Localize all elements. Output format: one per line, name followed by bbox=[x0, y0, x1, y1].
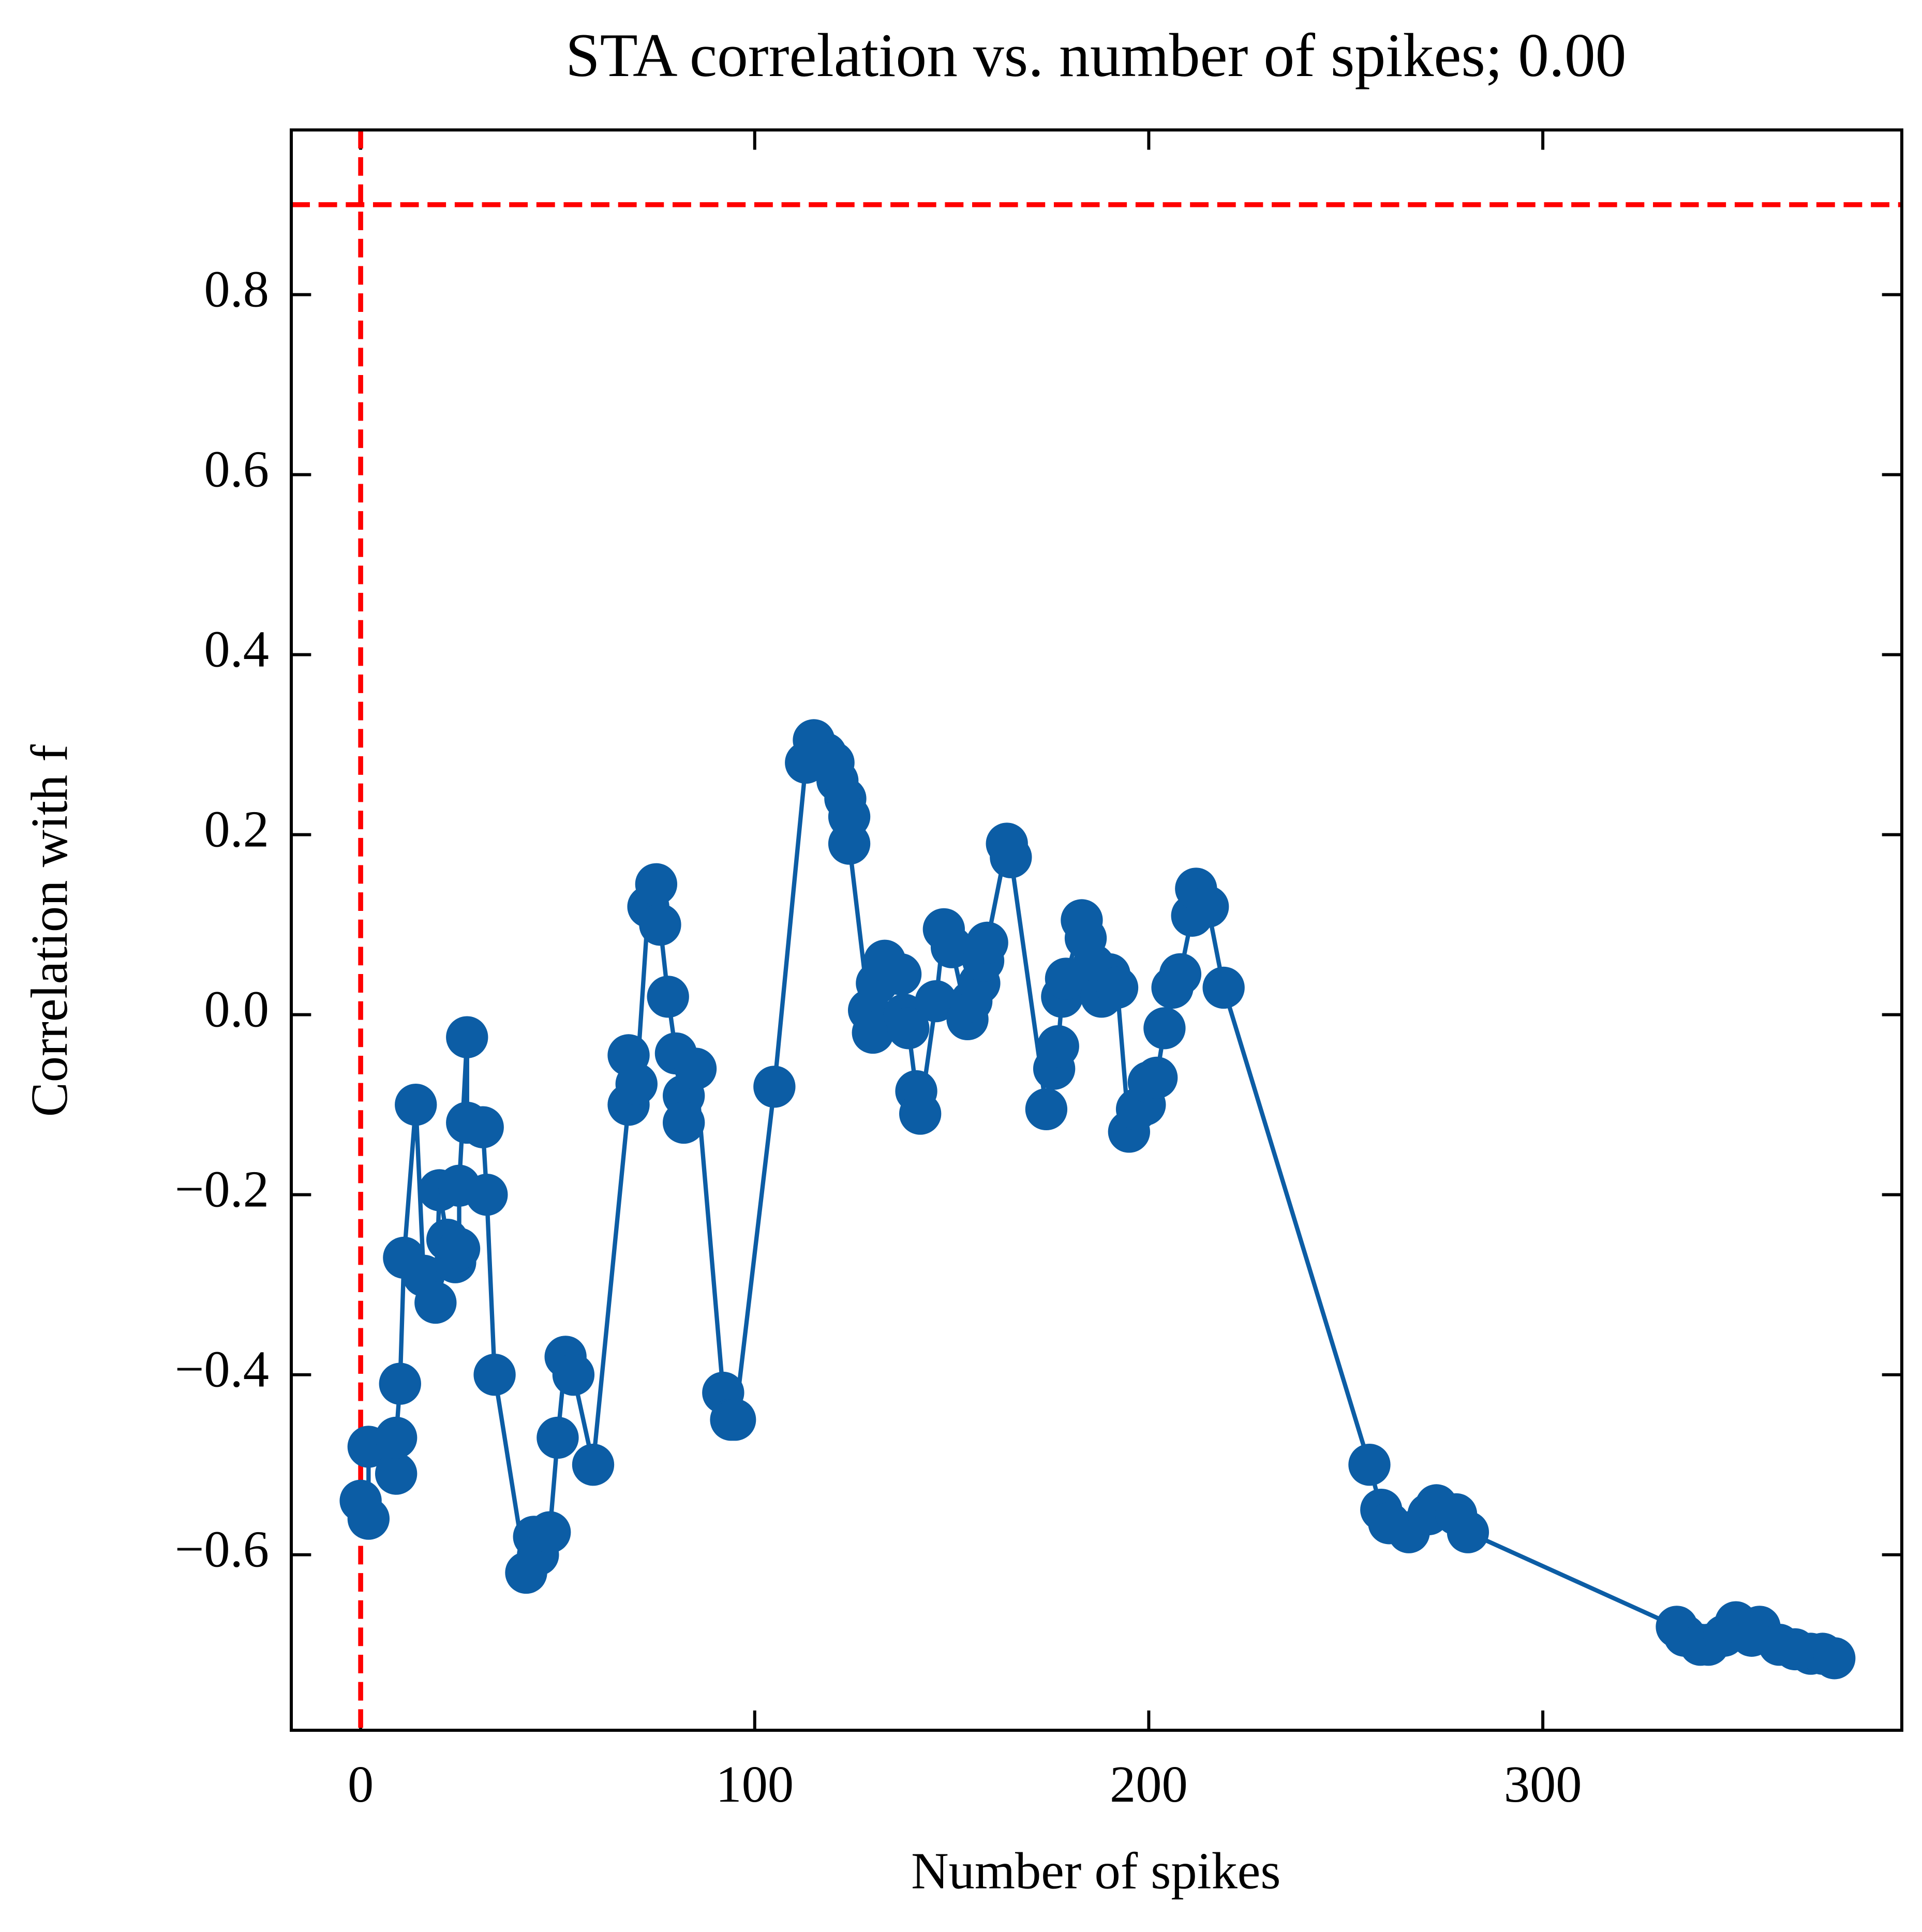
data-point bbox=[1025, 1088, 1068, 1131]
data-point bbox=[379, 1362, 421, 1405]
data-point bbox=[347, 1497, 390, 1540]
data-point bbox=[537, 1416, 579, 1459]
data-point bbox=[647, 976, 689, 1018]
y-tick-label: −0.2 bbox=[175, 1160, 269, 1218]
y-tick-label: 0.4 bbox=[204, 620, 269, 678]
data-point bbox=[438, 1227, 481, 1270]
data-point bbox=[375, 1452, 418, 1495]
data-point bbox=[662, 1101, 705, 1144]
data-point bbox=[930, 926, 973, 968]
data-point bbox=[714, 1399, 756, 1441]
data-point bbox=[966, 921, 1008, 964]
x-tick-label: 0 bbox=[348, 1755, 374, 1813]
data-line bbox=[359, 736, 1836, 1660]
y-tick-label: −0.4 bbox=[175, 1340, 269, 1398]
data-point bbox=[1186, 886, 1229, 928]
data-point bbox=[887, 1007, 930, 1050]
x-axis-label: Number of spikes bbox=[911, 1841, 1280, 1899]
y-tick-label: −0.6 bbox=[175, 1520, 269, 1578]
y-tick-label: 0.8 bbox=[204, 260, 269, 318]
data-point bbox=[1447, 1511, 1489, 1553]
y-tick-label: 0.6 bbox=[204, 440, 269, 498]
data-point bbox=[1096, 966, 1139, 1009]
data-point bbox=[414, 1281, 457, 1324]
data-point bbox=[466, 1174, 508, 1216]
chart-title: STA correlation vs. number of spikes; 0.… bbox=[565, 21, 1626, 89]
data-point bbox=[990, 836, 1032, 878]
data-point bbox=[1159, 953, 1202, 996]
data-point bbox=[1202, 966, 1245, 1009]
data-point bbox=[395, 1084, 437, 1126]
data-point bbox=[639, 903, 681, 946]
x-tick-label: 300 bbox=[1504, 1755, 1582, 1813]
data-point bbox=[375, 1416, 418, 1459]
data-point bbox=[674, 1047, 717, 1090]
data-point bbox=[879, 953, 922, 996]
y-tick-label: 0.2 bbox=[204, 800, 269, 858]
x-tick-label: 200 bbox=[1110, 1755, 1188, 1813]
data-point bbox=[1813, 1637, 1856, 1680]
data-point bbox=[828, 822, 871, 865]
data-point bbox=[753, 1066, 796, 1108]
data-point bbox=[446, 1016, 488, 1058]
data-point bbox=[1135, 1056, 1178, 1099]
data-point bbox=[1348, 1444, 1391, 1486]
y-axis-label: Correlation with f bbox=[20, 744, 78, 1117]
plot-frame bbox=[290, 128, 1903, 1732]
data-point bbox=[1037, 1025, 1079, 1068]
data-point bbox=[852, 1011, 894, 1054]
data-point bbox=[899, 1092, 942, 1135]
data-point bbox=[915, 980, 957, 1023]
data-point bbox=[1143, 1007, 1186, 1050]
data-point bbox=[552, 1354, 595, 1396]
data-point bbox=[615, 1062, 658, 1105]
data-point bbox=[473, 1354, 516, 1396]
x-tick-label: 100 bbox=[716, 1755, 794, 1813]
data-point bbox=[461, 1106, 504, 1148]
data-point bbox=[529, 1511, 571, 1553]
data-point bbox=[572, 1444, 615, 1486]
data-point bbox=[635, 863, 678, 906]
y-tick-label: 0.0 bbox=[204, 980, 269, 1038]
